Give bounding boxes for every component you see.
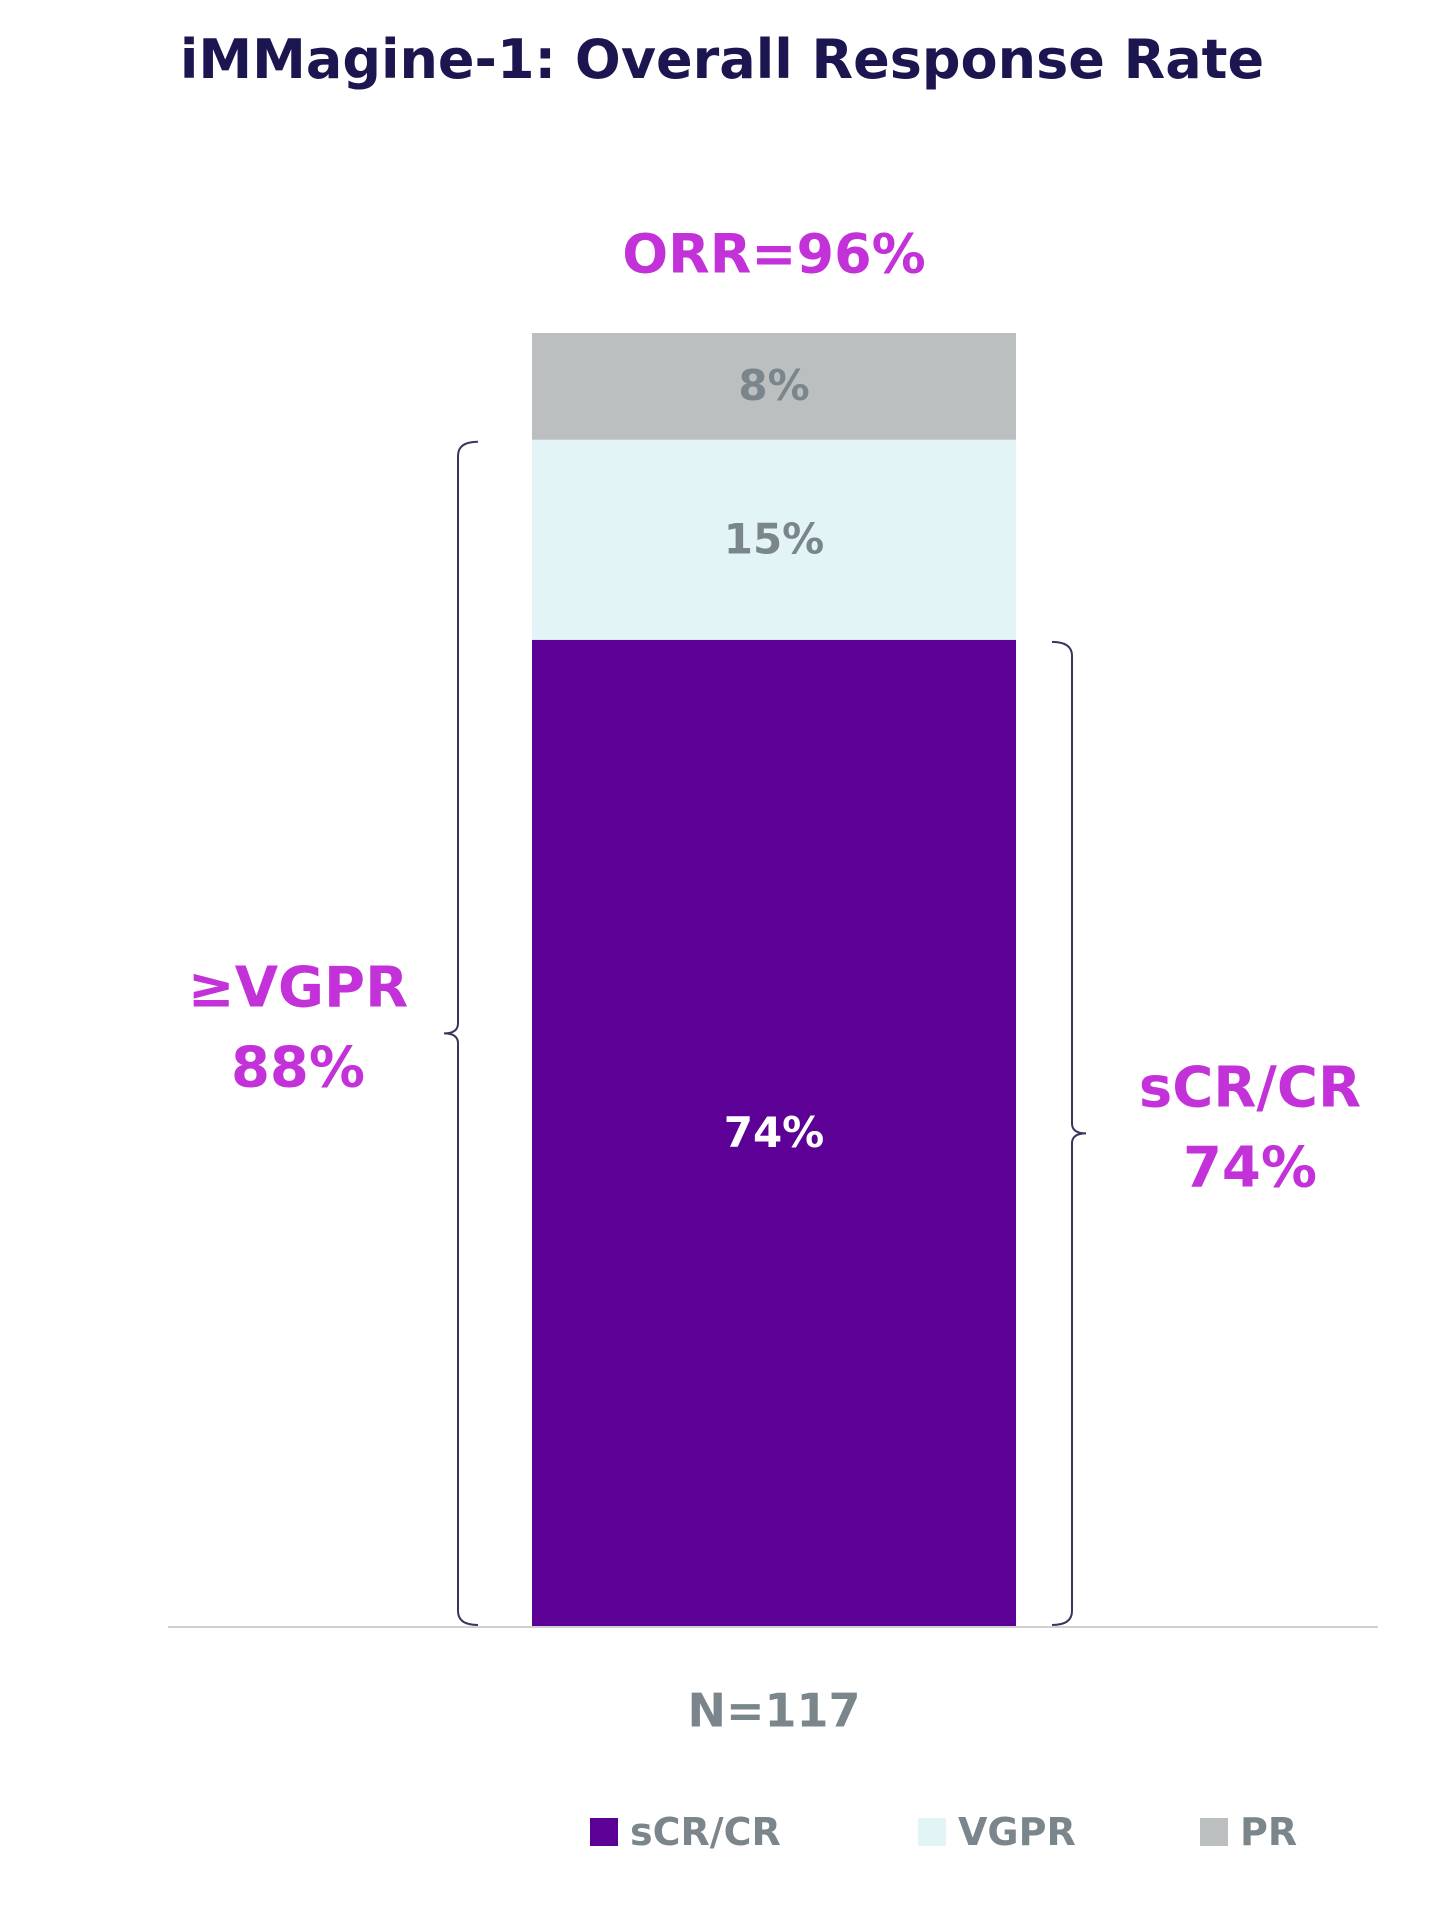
legend-swatch-vgpr (918, 1818, 946, 1846)
bar-segment-scr-cr (532, 639, 1016, 1627)
bracket-left (443, 440, 479, 1626)
annotation-right-line-2: 74% (1183, 1136, 1317, 1201)
legend-swatch-pr (1200, 1818, 1228, 1846)
data-label-vgpr: 15% (724, 514, 825, 563)
legend-label-scr-cr: sCR/CR (630, 1810, 781, 1854)
annotation-right-line-1: sCR/CR (1139, 1056, 1361, 1121)
bracket-right (1051, 640, 1087, 1626)
annotation-left-line-2: 88% (231, 1036, 365, 1101)
data-label-pr: 8% (738, 361, 809, 410)
legend-item-pr: PR (1200, 1810, 1297, 1854)
legend-item-vgpr: VGPR (918, 1810, 1076, 1854)
bar-segment-pr (532, 333, 1016, 440)
bar-segment-vgpr (532, 439, 1016, 640)
legend-swatch-scr-cr (590, 1818, 618, 1846)
legend: sCR/CR VGPR PR (0, 1810, 1444, 1870)
total-label: ORR=96% (622, 223, 926, 286)
legend-label-pr: PR (1240, 1810, 1298, 1854)
chart-title: iMMagine-1: Overall Response Rate (179, 28, 1265, 91)
legend-label-vgpr: VGPR (958, 1810, 1076, 1854)
legend-item-scr-cr: sCR/CR (590, 1810, 781, 1854)
data-label-scr-cr: 74% (724, 1108, 825, 1157)
category-label: N=117 (687, 1684, 860, 1738)
annotation-left-line-1: ≥VGPR (188, 956, 408, 1021)
